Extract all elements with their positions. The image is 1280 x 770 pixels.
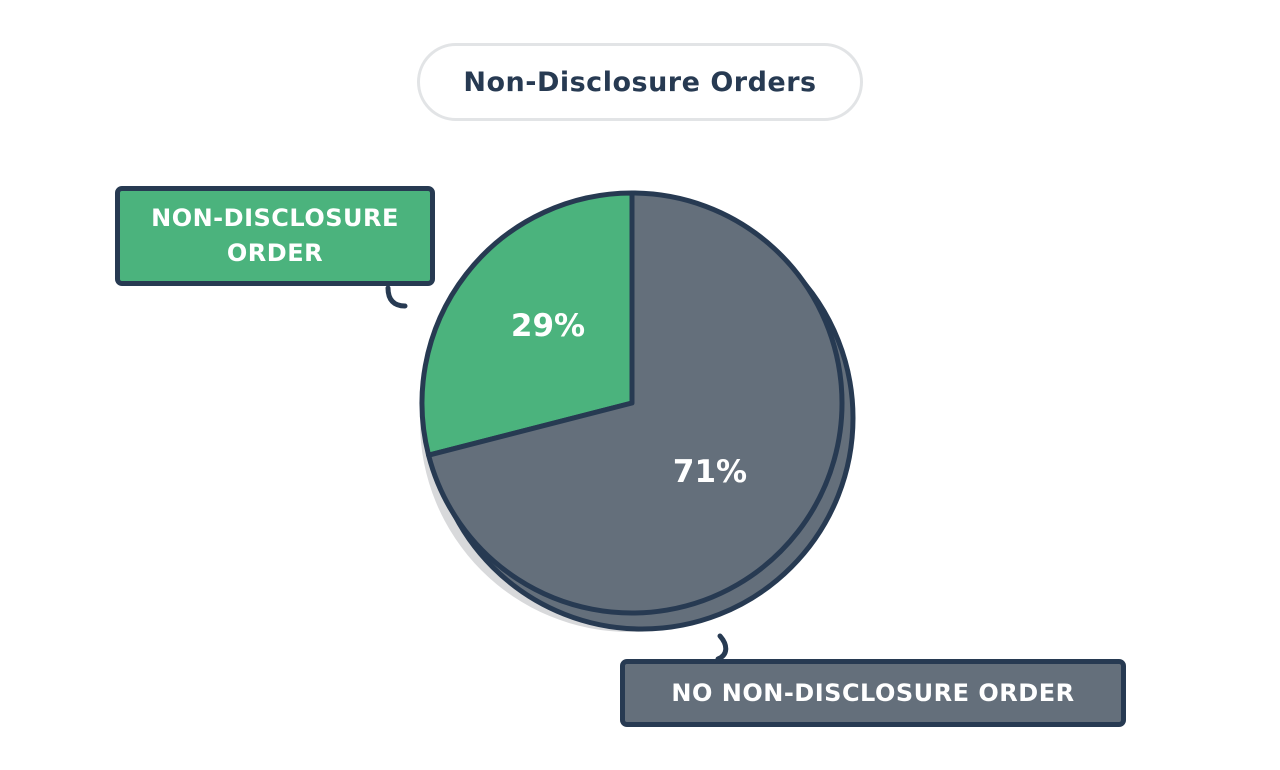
slice-value-label-1: 71% (673, 454, 747, 490)
callout-connector-a (385, 285, 408, 309)
legend-label-non-disclosure-order: NON-DISCLOSURE ORDER (115, 186, 435, 286)
pie-slice-0 (419, 190, 635, 458)
pie-slices (419, 190, 845, 616)
legend-label-no-non-disclosure-order: NO NON-DISCLOSURE ORDER (620, 659, 1126, 727)
callout-connector-b (715, 633, 729, 662)
chart-title: Non-Disclosure Orders (417, 43, 863, 121)
slice-value-label-0: 29% (511, 308, 585, 344)
pie-slice-1 (426, 190, 845, 616)
